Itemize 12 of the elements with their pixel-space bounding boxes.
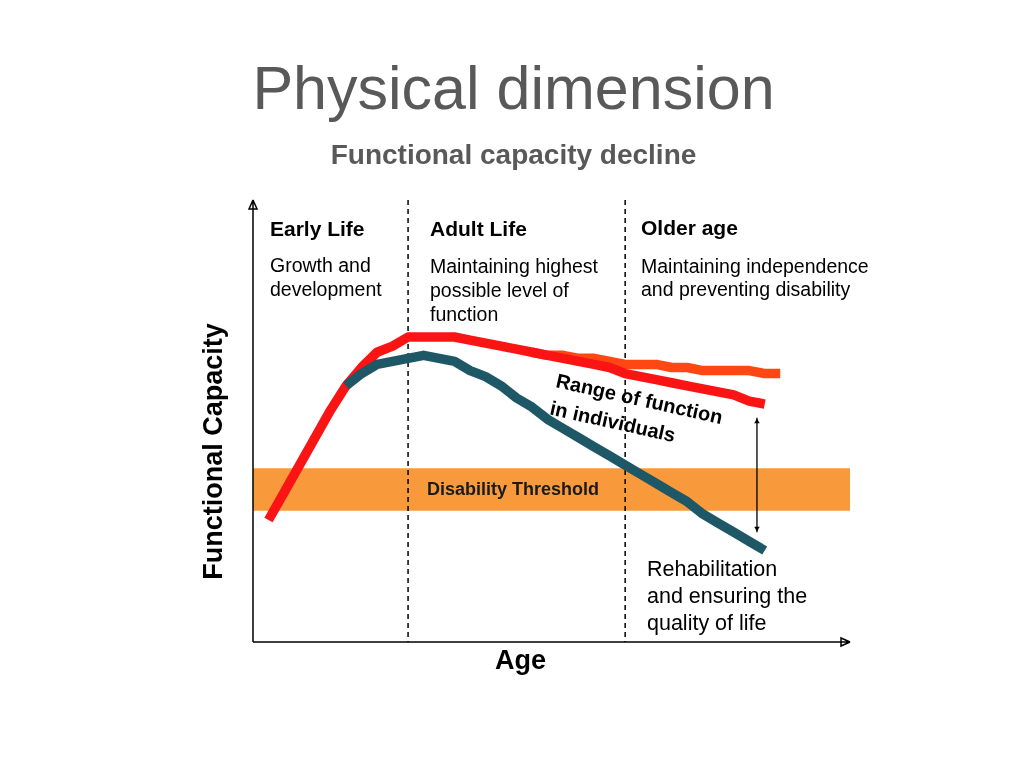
text: Growth and development — [270, 254, 383, 300]
text: Maintaining independence and preventing disability — [641, 255, 869, 300]
annotation: Rehabilitation and ensuring the quality of life — [647, 557, 808, 635]
text: Early Life — [270, 217, 365, 240]
y-axis-title: Functional Capacity — [197, 323, 228, 580]
x-axis-title: Age — [494, 644, 547, 675]
text: Adult Life — [430, 217, 527, 240]
chart-subtitle: Functional capacity decline — [330, 139, 697, 170]
chart-title: Physical dimension — [252, 54, 775, 122]
text: Maintaining highest possible level of function — [430, 255, 599, 325]
band-label: Disability Threshold — [426, 478, 600, 499]
text: Older age — [641, 216, 738, 239]
